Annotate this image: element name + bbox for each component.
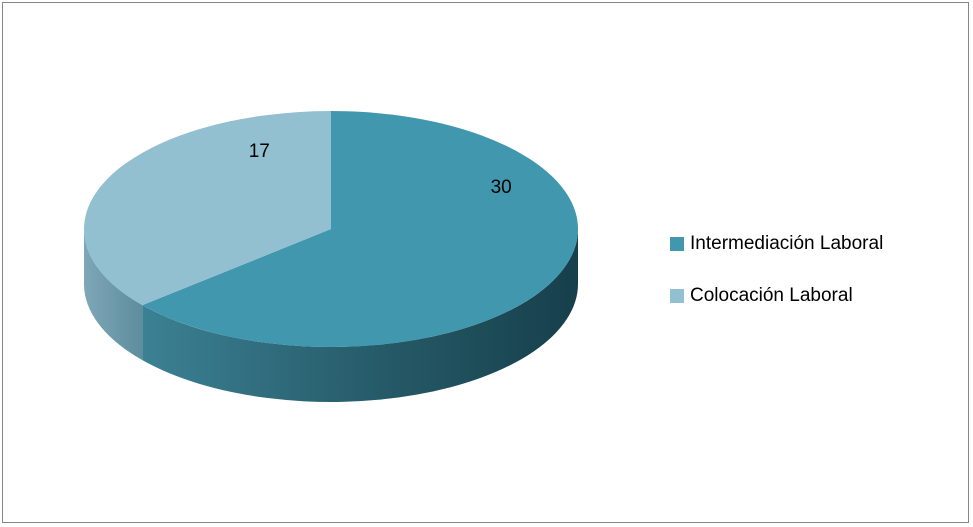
legend-swatch-colocacion <box>670 289 684 303</box>
legend-label-colocacion: Colocación Laboral <box>690 285 853 306</box>
legend: Intermediación Laboral Colocación Labora… <box>670 231 883 335</box>
pie-side-colocacion <box>84 229 143 361</box>
pie-slice-colocacion <box>84 111 331 306</box>
pie-slice-intermediacion <box>142 110 579 347</box>
legend-item-colocacion: Colocación Laboral <box>670 283 883 309</box>
pie-chart: 30 17 <box>84 110 579 402</box>
legend-label-intermediacion: Intermediación Laboral <box>690 233 884 254</box>
legend-swatch-intermediacion <box>670 237 684 251</box>
data-label-intermediacion: 30 <box>491 177 512 198</box>
legend-item-intermediacion: Intermediación Laboral <box>670 231 883 257</box>
data-label-colocacion: 17 <box>249 141 270 162</box>
pie-side-intermediacion <box>142 229 578 402</box>
